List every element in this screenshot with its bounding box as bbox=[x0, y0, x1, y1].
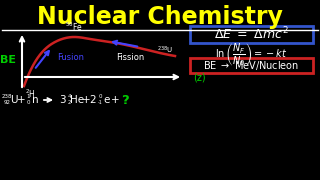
Text: (z): (z) bbox=[193, 72, 206, 82]
Text: Fusion: Fusion bbox=[57, 53, 84, 62]
Text: 4: 4 bbox=[67, 94, 71, 99]
Text: 92: 92 bbox=[4, 100, 11, 105]
Text: Fission: Fission bbox=[116, 53, 144, 62]
Text: n: n bbox=[32, 95, 38, 105]
Text: 238: 238 bbox=[2, 94, 12, 99]
Text: 2: 2 bbox=[90, 95, 96, 105]
Text: +: + bbox=[17, 95, 25, 105]
Text: $^{2}$H: $^{2}$H bbox=[25, 88, 35, 100]
Text: $^{56}$Fe: $^{56}$Fe bbox=[65, 21, 83, 33]
Text: 3: 3 bbox=[59, 95, 65, 105]
Text: 1: 1 bbox=[26, 94, 30, 99]
Text: -1: -1 bbox=[98, 100, 102, 105]
Text: BE $\rightarrow$ MeV/Nucleon: BE $\rightarrow$ MeV/Nucleon bbox=[203, 58, 299, 71]
Text: 0: 0 bbox=[26, 100, 30, 105]
Text: 2: 2 bbox=[67, 100, 71, 105]
Text: 0: 0 bbox=[98, 94, 102, 99]
Text: ?: ? bbox=[121, 93, 129, 107]
Text: $\Delta E\ =\ \Delta mc^2$: $\Delta E\ =\ \Delta mc^2$ bbox=[214, 26, 288, 42]
Text: U: U bbox=[10, 95, 18, 105]
FancyBboxPatch shape bbox=[189, 57, 313, 73]
Text: +: + bbox=[111, 95, 119, 105]
Text: $\ln\left(\dfrac{N_F}{N_0}\right) = -kt$: $\ln\left(\dfrac{N_F}{N_0}\right) = -kt$ bbox=[215, 40, 287, 68]
Text: $^{238}$U: $^{238}$U bbox=[157, 44, 173, 56]
Text: e: e bbox=[104, 95, 110, 105]
Text: Nuclear Chemistry: Nuclear Chemistry bbox=[37, 5, 283, 29]
FancyBboxPatch shape bbox=[189, 26, 313, 42]
Text: He: He bbox=[70, 95, 84, 105]
Text: +: + bbox=[82, 95, 90, 105]
Text: BE: BE bbox=[0, 55, 16, 65]
